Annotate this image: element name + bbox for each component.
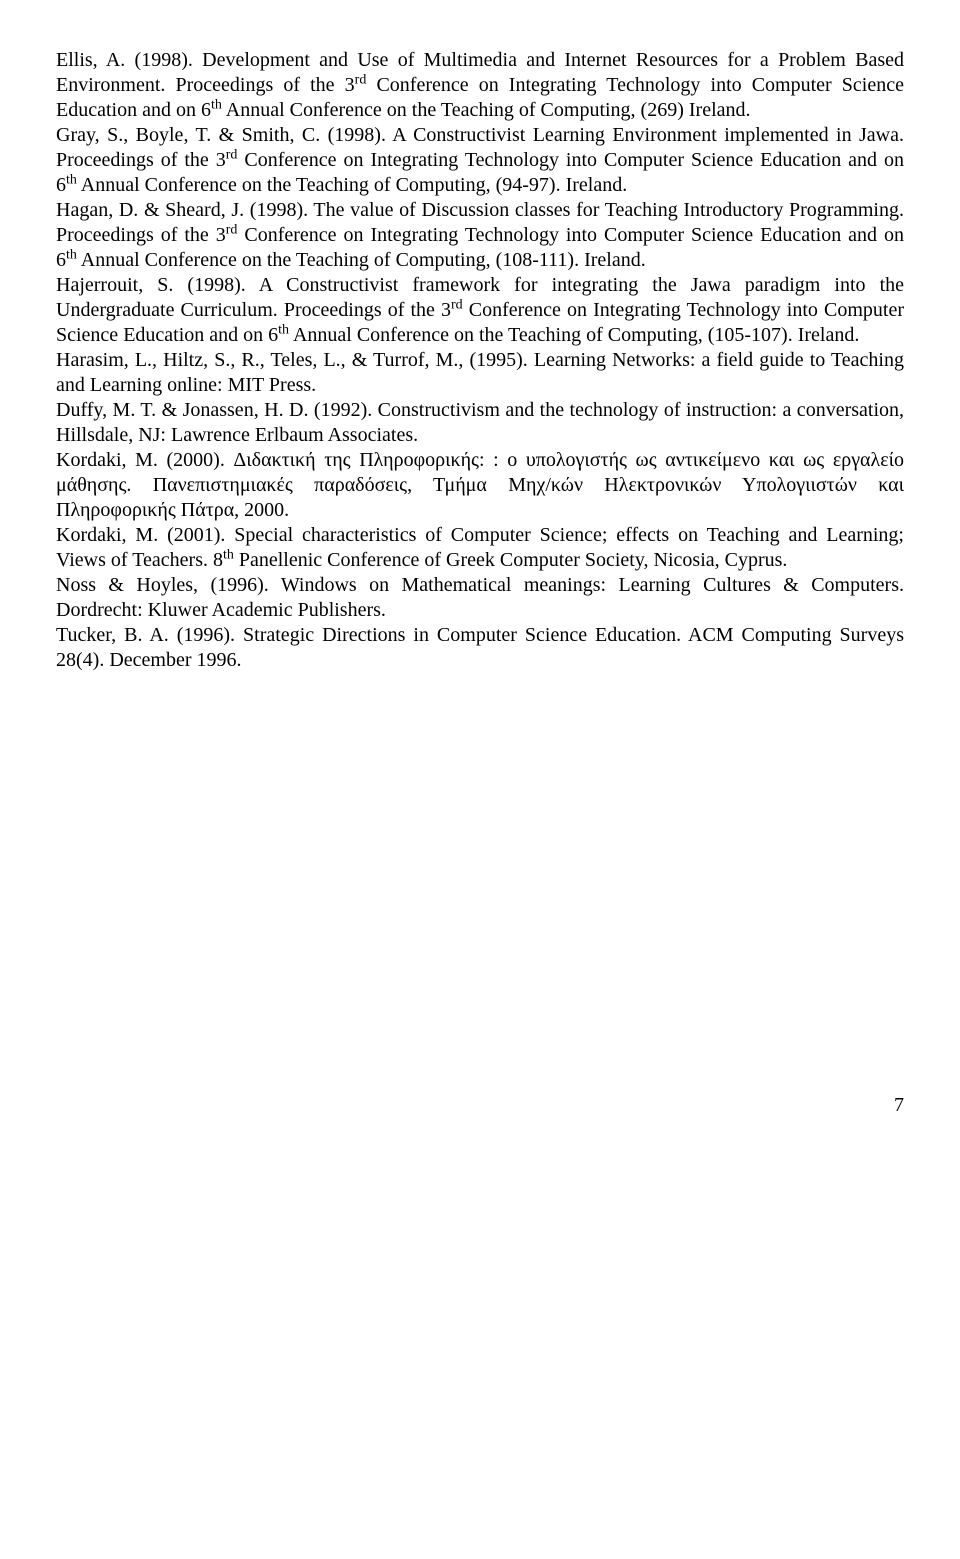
reference-entry: Duffy, M. T. & Jonassen, H. D. (1992). C… bbox=[56, 398, 904, 448]
reference-entry: Hajerrouit, S. (1998). A Constructivist … bbox=[56, 273, 904, 348]
references-list: Ellis, A. (1998). Development and Use of… bbox=[56, 48, 904, 673]
reference-entry: Ellis, A. (1998). Development and Use of… bbox=[56, 48, 904, 123]
reference-entry: Tucker, B. A. (1996). Strategic Directio… bbox=[56, 623, 904, 673]
reference-entry: Noss & Hoyles, (1996). Windows on Mathem… bbox=[56, 573, 904, 623]
reference-entry: Harasim, L., Hiltz, S., R., Teles, L., &… bbox=[56, 348, 904, 398]
reference-entry: Hagan, D. & Sheard, J. (1998). The value… bbox=[56, 198, 904, 273]
page-number: 7 bbox=[56, 1093, 904, 1118]
reference-entry: Kordaki, M. (2000). Διδακτική της Πληροφ… bbox=[56, 448, 904, 523]
reference-entry: Gray, S., Boyle, T. & Smith, C. (1998). … bbox=[56, 123, 904, 198]
reference-entry: Kordaki, M. (2001). Special characterist… bbox=[56, 523, 904, 573]
